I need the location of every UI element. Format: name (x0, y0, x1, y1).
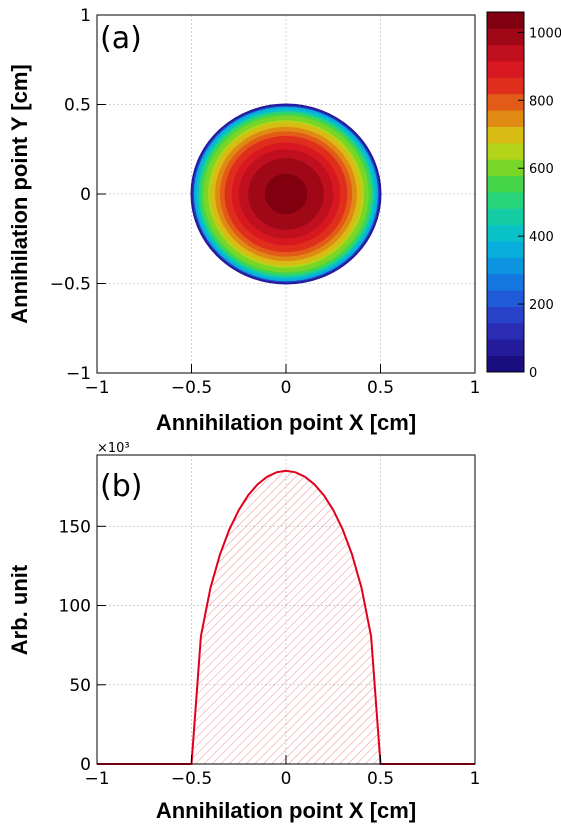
profile-ticks: −1 −0.5 0 0.5 1 0 50 100 150 (59, 517, 481, 789)
colorbar-tick-label: 0 (529, 366, 537, 381)
colorbar-segment (487, 273, 524, 291)
heatmap-y-tick-label: 0 (80, 185, 91, 205)
colorbar-tick-label: 1000 (529, 26, 561, 41)
profile-x-tick-label: 0 (281, 769, 292, 789)
heatmap-x-axis-label: Annihilation point X [cm] (156, 410, 416, 435)
heatmap-x-tick-label: 0 (281, 378, 292, 398)
colorbar-segment (487, 110, 524, 127)
heatmap-disk (190, 103, 382, 285)
colorbar-segment (487, 93, 524, 111)
heatmap-y-axis-label: Annihilation point Y [cm] (7, 64, 32, 324)
panel-label-a: (a) (100, 21, 142, 56)
y-multiplier-label: ×10³ (97, 441, 130, 456)
colorbar-segment (487, 208, 524, 226)
colorbar-segment (487, 28, 524, 46)
heatmap-x-tick-label: −0.5 (171, 378, 212, 398)
colorbar: 0 200 400 600 800 1000 (486, 11, 561, 381)
colorbar-segment (487, 322, 524, 340)
heatmap-y-tick-label: 1 (80, 6, 91, 26)
colorbar-segment (487, 126, 524, 144)
profile-y-tick-label: 50 (69, 676, 91, 696)
colorbar-segment (487, 290, 524, 307)
colorbar-segment (487, 241, 524, 258)
profile-x-tick-label: −1 (84, 769, 109, 789)
panel-label-b: (b) (100, 469, 142, 504)
colorbar-segment (487, 77, 524, 95)
heatmap-disk-edge (190, 103, 382, 285)
colorbar-segment (487, 224, 524, 242)
heatmap-x-tick-label: −1 (84, 378, 109, 398)
profile-y-tick-label: 150 (59, 517, 91, 537)
colorbar-segment (487, 159, 524, 177)
heatmap-ticks: −1 −0.5 0 0.5 1 −1 −0.5 0 0.5 1 (50, 6, 481, 398)
profile-x-tick-label: 0.5 (367, 769, 394, 789)
colorbar-tick-label: 600 (529, 162, 554, 177)
colorbar-segment (487, 142, 524, 160)
profile-x-tick-label: 1 (470, 769, 481, 789)
colorbar-frame (486, 11, 525, 373)
heatmap-y-tick-label: −0.5 (50, 275, 91, 295)
colorbar-segment (487, 192, 524, 209)
profile-x-tick-label: −0.5 (171, 769, 212, 789)
heatmap-x-tick-label: 0.5 (367, 378, 394, 398)
colorbar-segment (487, 61, 524, 78)
colorbar-segment (487, 175, 524, 193)
heatmap-ring (283, 191, 289, 197)
profile-panel: −1 −0.5 0 0.5 1 0 50 100 150 ×10³ (b) Annihilati… (7, 441, 480, 823)
colorbar-segment (487, 306, 524, 324)
colorbar-segment (487, 12, 524, 29)
profile-y-axis-label: Arb. unit (7, 564, 32, 655)
heatmap-y-tick-label: 0.5 (64, 96, 91, 116)
colorbar-tick-label: 400 (529, 230, 554, 245)
profile-area (97, 470, 475, 764)
heatmap-x-tick-label: 1 (470, 378, 481, 398)
profile-y-tick-label: 0 (80, 755, 91, 775)
colorbar-segment (487, 257, 524, 275)
colorbar-tick-label: 200 (529, 298, 554, 313)
heatmap-panel: −1 −0.5 0 0.5 1 −1 −0.5 0 0.5 1 (a) Annihilation … (7, 6, 561, 435)
profile-x-axis-label: Annihilation point X [cm] (156, 798, 416, 823)
profile-y-tick-label: 100 (59, 597, 91, 617)
colorbar-segment (487, 339, 524, 357)
colorbar-segment (487, 355, 524, 373)
colorbar-tick-label: 800 (529, 94, 554, 109)
heatmap-y-tick-label: −1 (66, 364, 91, 384)
colorbar-segment (487, 44, 524, 62)
